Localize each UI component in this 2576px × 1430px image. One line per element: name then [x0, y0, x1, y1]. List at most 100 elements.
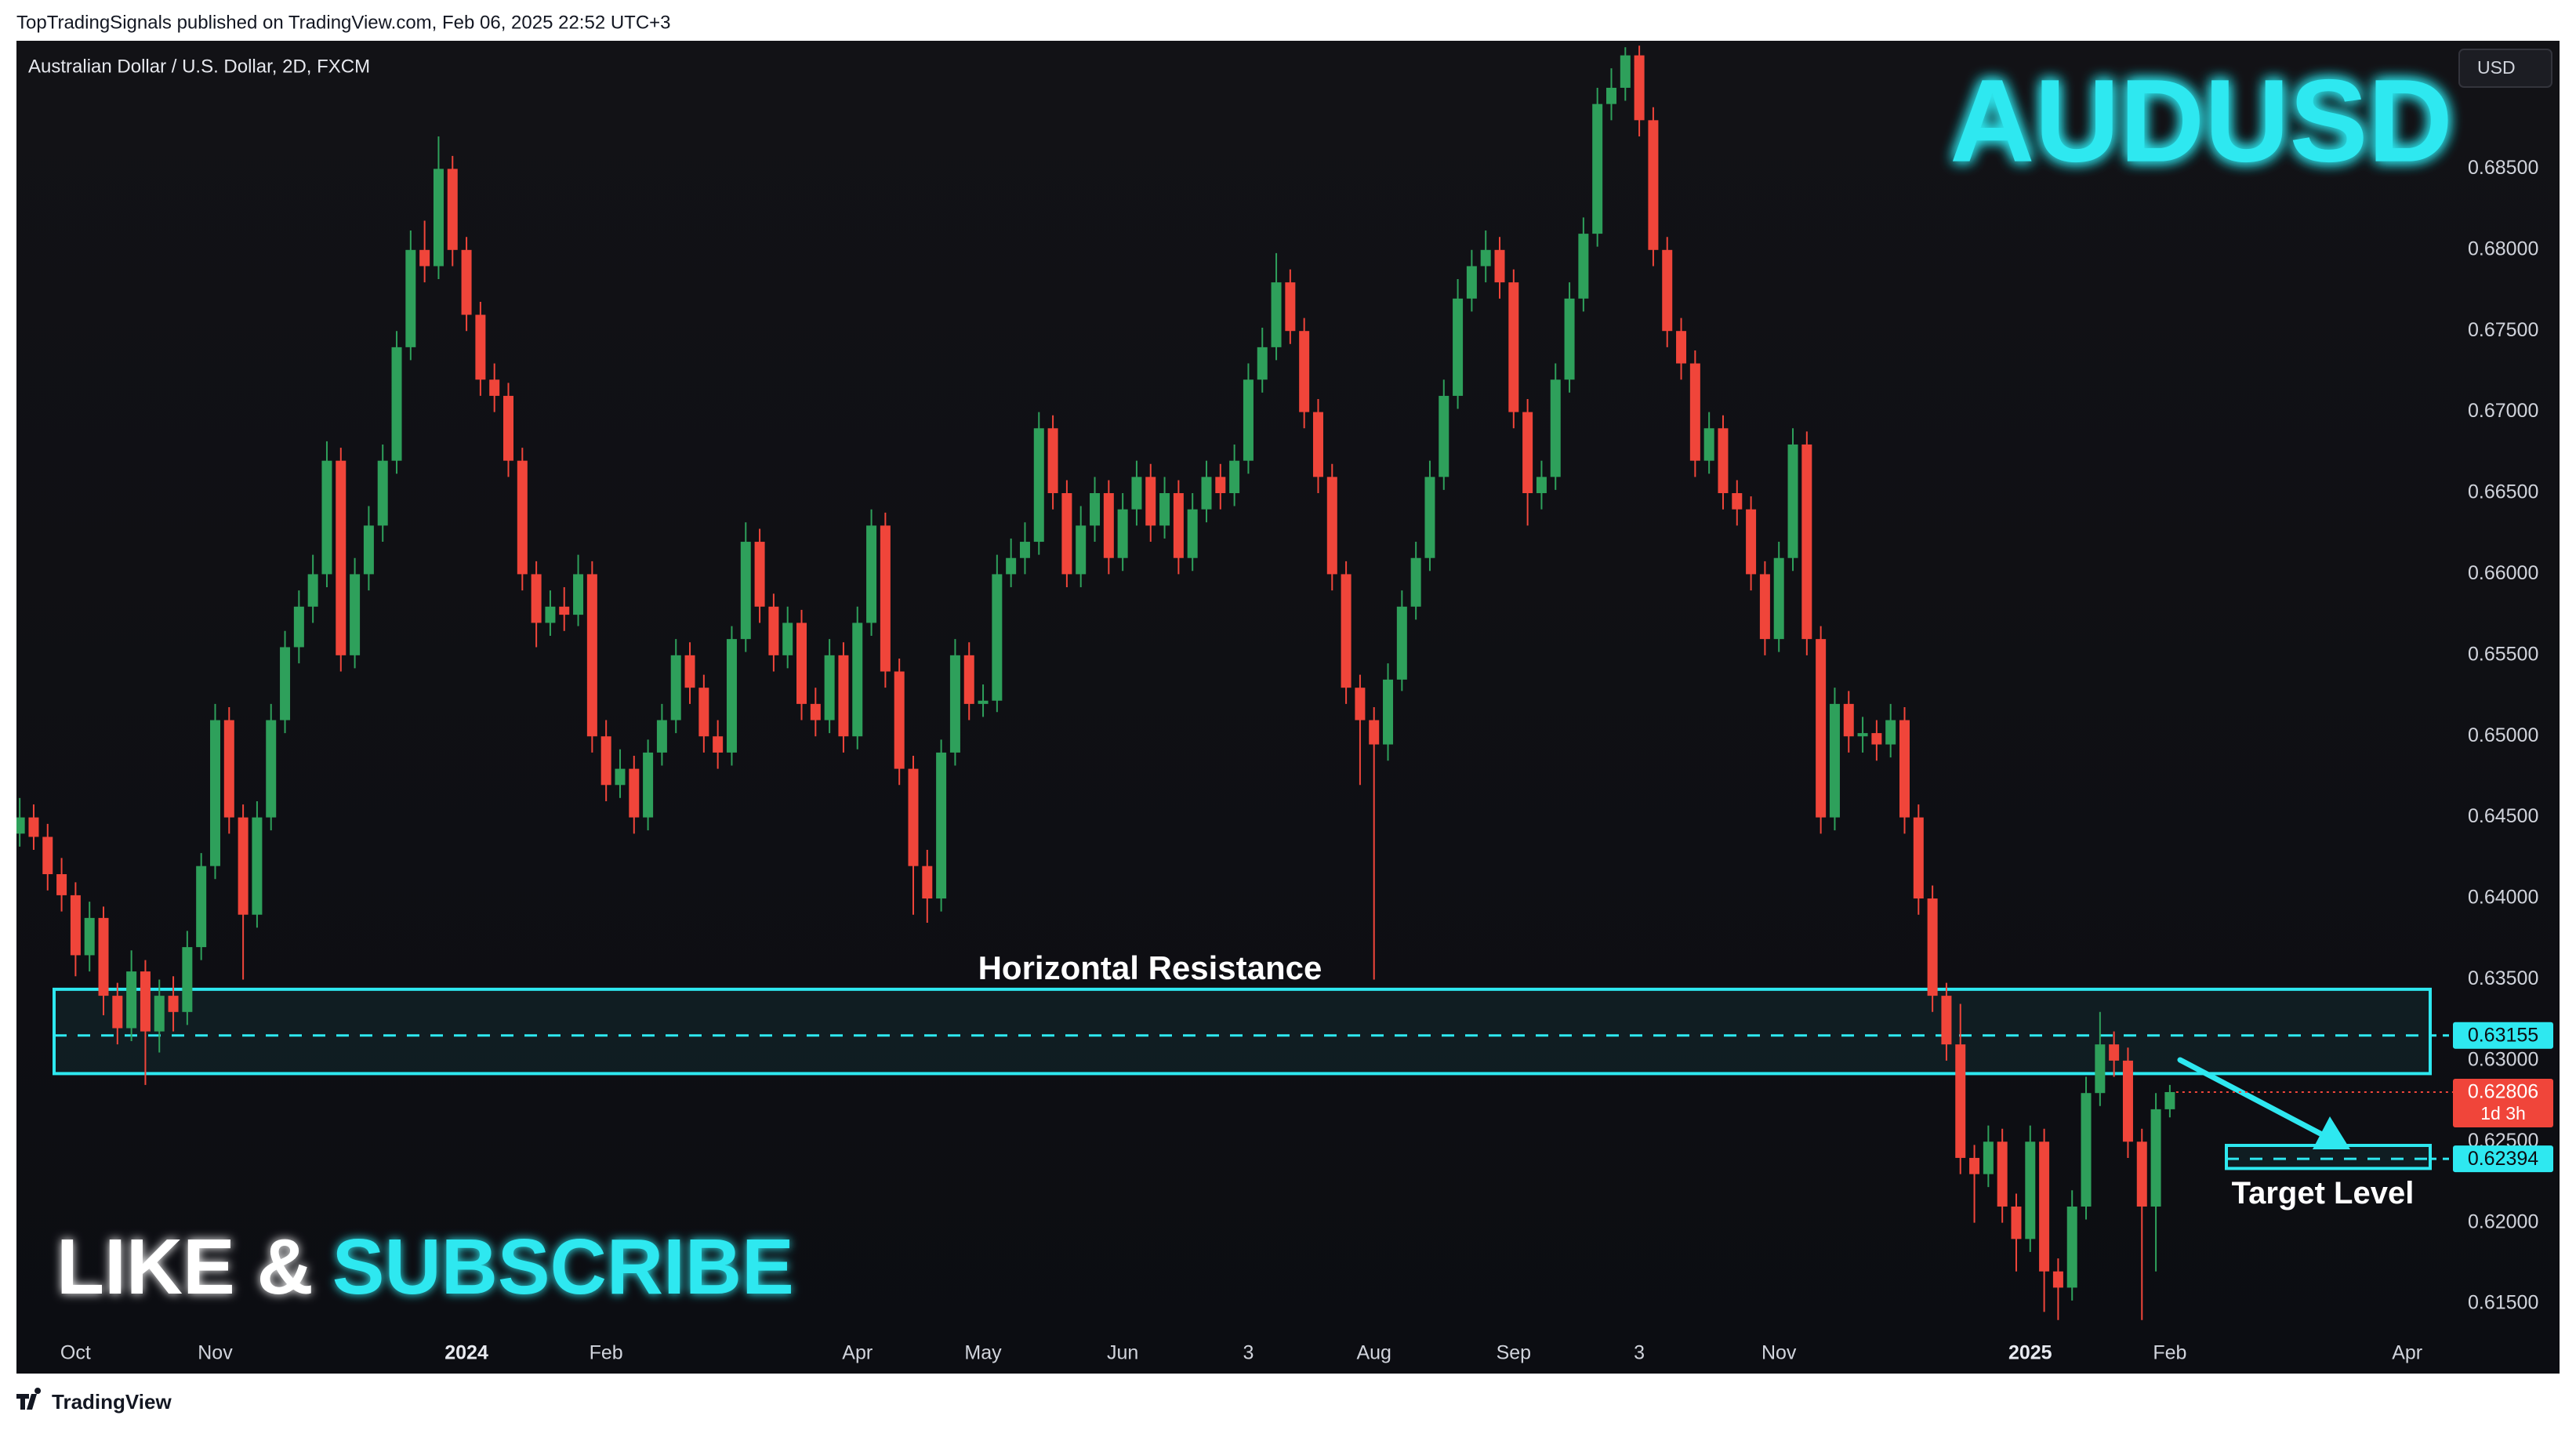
candle-body [56, 874, 67, 895]
y-tick-label: 0.64500 [2468, 805, 2538, 827]
candle-body [1857, 733, 1868, 737]
candle-body [1759, 574, 1770, 640]
candle-body [112, 996, 123, 1029]
candle-body [168, 996, 179, 1012]
candle-body [336, 460, 346, 655]
candle-body [1061, 493, 1072, 575]
symbol-info: Australian Dollar / U.S. Dollar, 2D, FXC… [28, 56, 370, 77]
y-tick-label: 0.68000 [2468, 238, 2538, 260]
candle-body [1816, 639, 1827, 818]
candle-body [1187, 509, 1198, 558]
candle-body [2095, 1044, 2106, 1094]
candle-body [1410, 557, 1421, 607]
candle-body [252, 817, 263, 915]
last-price-label: 0.62806 [2468, 1081, 2538, 1103]
countdown: 1d 3h [2480, 1103, 2526, 1123]
call-to-action: LIKE & SUBSCRIBE [56, 1223, 794, 1311]
resistance-price-box [2453, 1022, 2553, 1049]
candle-body [684, 655, 695, 688]
candle-body [1746, 509, 1757, 575]
candle-body [2052, 1271, 2063, 1288]
candle-body [1983, 1141, 1994, 1174]
candle-body [698, 688, 709, 737]
candle-body [70, 895, 81, 956]
y-tick-label: 0.63000 [2468, 1048, 2538, 1070]
candle-body [1159, 493, 1170, 526]
candle-body [266, 720, 277, 818]
resistance-zone [53, 987, 2432, 1076]
candle-body [1927, 898, 1938, 996]
last-price-box [2453, 1078, 2553, 1127]
x-tick-label: Apr [2392, 1342, 2422, 1364]
currency-button[interactable] [2458, 49, 2552, 88]
candle-body [1969, 1157, 1980, 1174]
candle-body [1215, 477, 1226, 494]
candle-body [1229, 460, 1240, 494]
candle-body [1829, 703, 1840, 818]
candle-body [1522, 412, 1533, 494]
footer-text: TradingView [52, 1390, 172, 1414]
candle-body [2122, 1060, 2133, 1142]
candle-body [489, 379, 500, 396]
target-price-label: 0.62394 [2468, 1148, 2538, 1170]
candle-body [503, 395, 513, 461]
footer: TradingView [16, 1388, 172, 1414]
candle-body [1243, 379, 1254, 461]
candle-body [2136, 1141, 2147, 1207]
candle-body [908, 768, 919, 866]
candle-body [963, 655, 974, 704]
candle-body [586, 574, 597, 737]
y-tick-label: 0.63500 [2468, 967, 2538, 989]
candle-body [1341, 574, 1351, 688]
candle-body [1787, 444, 1798, 558]
candle-body [42, 837, 53, 875]
candle-body [1145, 477, 1156, 526]
candle-body [1550, 379, 1561, 477]
candle-body [1355, 688, 1366, 720]
candle-body [2025, 1141, 2036, 1239]
candle-body [1578, 234, 1589, 299]
candle-body [1773, 557, 1784, 640]
candle-body [1843, 703, 1854, 737]
candle-body [1718, 428, 1729, 494]
candle-body [1634, 55, 1645, 121]
candle-body [600, 736, 611, 786]
candle-body [1620, 55, 1631, 88]
candle-body [1201, 477, 1212, 510]
candle-body [419, 249, 430, 267]
candle-body [377, 460, 388, 526]
x-tick-label: 3 [1243, 1342, 1254, 1364]
resistance-price-label: 0.63155 [2468, 1024, 2538, 1046]
candle-body [1508, 282, 1519, 412]
candle-body [2039, 1141, 2050, 1272]
currency[interactable]: USD [2477, 57, 2516, 78]
x-tick-label: Sep [1497, 1342, 1531, 1364]
candle-body [350, 574, 361, 655]
target-price-box [2453, 1145, 2553, 1173]
x-tick-label: Nov [1761, 1342, 1797, 1364]
candle-body [433, 169, 444, 267]
candle-body [838, 655, 849, 737]
candle-body [559, 606, 570, 615]
candle-body [98, 917, 109, 996]
candle-body [2109, 1044, 2120, 1061]
resistance-label: Horizontal Resistance [978, 949, 1322, 986]
candle-body [1662, 249, 1673, 332]
y-tick-label: 0.66000 [2468, 562, 2538, 584]
candle-body [28, 817, 39, 837]
candle-body [1466, 266, 1477, 299]
candle-body [1689, 363, 1700, 461]
candle-body [824, 655, 835, 720]
target-label: Target Level [2232, 1176, 2415, 1210]
x-tick-label: Jun [1107, 1342, 1138, 1364]
candle-body [1257, 347, 1268, 380]
candle-body [1076, 525, 1087, 575]
candle-body [126, 971, 137, 1029]
candle-body [796, 622, 807, 704]
y-tick-label: 0.67000 [2468, 400, 2538, 422]
candle-body [1117, 509, 1128, 558]
header: TopTradingSignals published on TradingVi… [16, 12, 671, 33]
candle-body [196, 866, 207, 948]
candle-body [992, 574, 1003, 701]
